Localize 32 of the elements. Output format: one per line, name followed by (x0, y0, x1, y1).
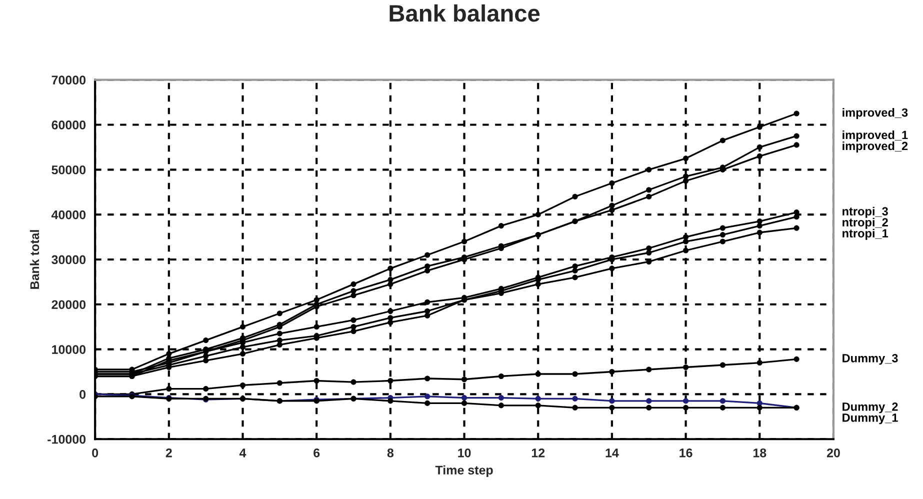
x-tick-label: 0 (92, 448, 98, 458)
y-tick-label: 50000 (52, 165, 86, 174)
x-tick-label: 16 (680, 448, 692, 458)
y-axis-title: Bank total (30, 230, 40, 289)
text: ntropi_2 (842, 218, 888, 229)
text: Dummy_2 (842, 402, 898, 414)
x-tick-label: 10 (458, 448, 471, 458)
x-tick-label: 8 (387, 448, 394, 458)
y-tick-label: 60000 (52, 120, 86, 130)
text: ntropi_3 (842, 206, 888, 218)
text: Dummy_3 (842, 354, 898, 365)
y-tick-label: 0 (80, 390, 86, 399)
x-tick-label: 14 (606, 448, 619, 458)
x-tick-label: 2 (166, 448, 172, 458)
x-tick-label: 20 (826, 448, 840, 458)
text: improved_2 (842, 141, 908, 152)
x-axis-title: Time step (435, 465, 493, 478)
y-tick-label: 10000 (52, 345, 86, 354)
text: improved_1 (842, 130, 908, 142)
text: improved_3 (842, 108, 908, 120)
text: ntropi_1 (842, 228, 888, 240)
y-tick-label: 40000 (51, 210, 86, 220)
x-tick-label: 4 (239, 448, 246, 458)
x-tick-label: 12 (532, 448, 545, 458)
y-tick-label: -10000 (48, 434, 86, 444)
y-tick-label: 70000 (52, 76, 86, 84)
x-tick-label: 18 (753, 448, 766, 458)
chart-title: Bank balance (390, 4, 540, 22)
text: Dummy_1 (842, 414, 898, 424)
y-tick-label: 30000 (52, 255, 86, 264)
y-tick-label: 20000 (52, 300, 86, 310)
x-tick-label: 6 (314, 448, 320, 458)
